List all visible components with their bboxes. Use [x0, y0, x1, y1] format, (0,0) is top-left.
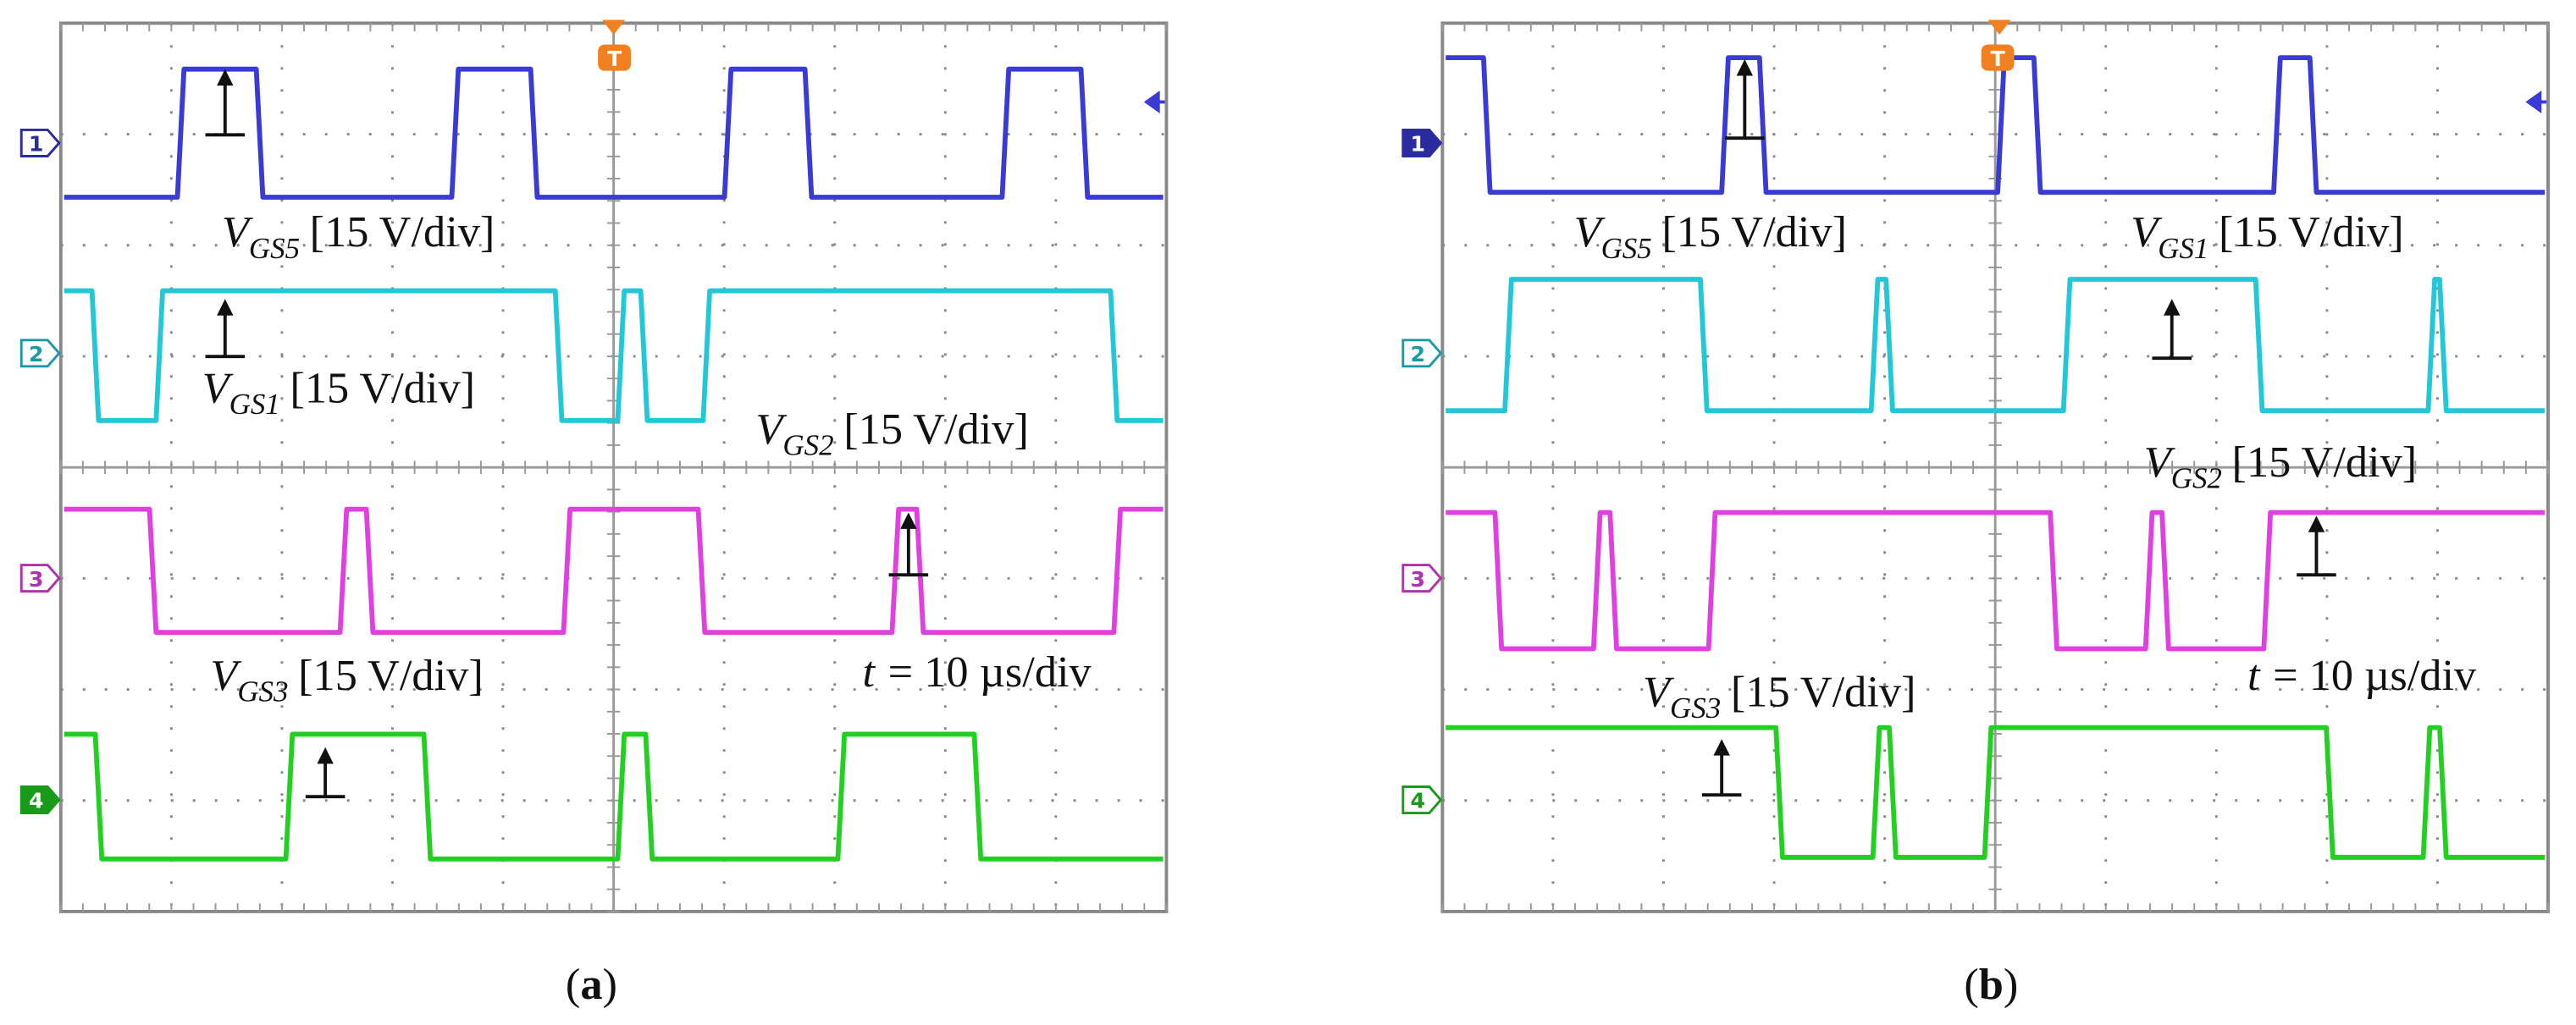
time-scale: t = 10 µs/div	[2247, 651, 2477, 700]
channel-marker	[19, 129, 61, 157]
channel-label: 3	[29, 567, 44, 592]
signal-label: VGS1 [15 V/div]	[202, 364, 475, 422]
arrow-head	[1713, 739, 1730, 756]
waveform	[1446, 725, 2546, 860]
channel-marker	[19, 339, 61, 368]
signal-subscript: GS5	[249, 232, 300, 265]
signal-symbol: V	[202, 364, 235, 413]
trigger-marker	[1981, 44, 2015, 71]
trigger-marker	[598, 44, 631, 71]
signal-label: VGS3 [15 V/div]	[1643, 667, 1915, 725]
signal-symbol: V	[2144, 438, 2176, 487]
panel-caption: (b)	[1964, 960, 2018, 1009]
caption-close: )	[2004, 960, 2018, 1009]
trigger-position	[1987, 19, 2011, 35]
channel-label: 1	[1410, 132, 1425, 157]
time-scale: t = 10 µs/div	[863, 648, 1092, 697]
signal-symbol: V	[210, 651, 242, 700]
signal-scale: [15 V/div]	[2232, 438, 2418, 487]
signal-label: VGS1 [15 V/div]	[2131, 207, 2403, 265]
signal-subscript: GS5	[1601, 232, 1652, 265]
waveform	[64, 66, 1164, 200]
waveform	[1446, 277, 2546, 414]
signal-scale: [15 V/div]	[1661, 207, 1847, 256]
arrow-head	[1736, 59, 1754, 76]
signal-label: VGS2 [15 V/div]	[755, 405, 1028, 462]
channel-label: 2	[29, 342, 44, 366]
time-text: = 10 µs/div	[888, 648, 1092, 697]
channel-label: 4	[29, 789, 44, 813]
signal-label: VGS3 [15 V/div]	[210, 651, 483, 708]
waveform	[1446, 55, 2546, 196]
channel-marker	[19, 785, 61, 814]
channel-marker	[1401, 785, 1443, 814]
arrow-head	[217, 69, 234, 86]
trigger-position	[602, 19, 626, 35]
channel-label: 1	[29, 132, 44, 157]
signal-subscript: GS2	[2171, 461, 2222, 494]
signal-scale: [15 V/div]	[2219, 207, 2404, 256]
channel-marker	[1401, 129, 1443, 157]
signal-symbol: V	[755, 405, 788, 454]
panel-caption: (a)	[566, 960, 617, 1009]
time-text: = 10 µs/div	[2273, 651, 2477, 700]
arrow-head	[317, 747, 334, 764]
level-marker	[2525, 91, 2547, 113]
signal-scale: [15 V/div]	[1731, 667, 1916, 716]
signal-label: VGS2 [15 V/div]	[2144, 438, 2417, 495]
signal-scale: [15 V/div]	[843, 405, 1029, 454]
time-symbol: t	[2247, 651, 2261, 700]
signal-symbol: V	[222, 207, 254, 256]
signal-scale: [15 V/div]	[290, 364, 475, 413]
waveform	[64, 506, 1164, 636]
signal-subscript: GS2	[782, 429, 833, 462]
waveform	[1446, 510, 2546, 652]
trigger-label: T	[607, 47, 622, 71]
trigger-label: T	[1991, 47, 2006, 71]
signal-symbol: V	[2131, 207, 2163, 256]
signal-symbol: V	[1643, 667, 1675, 716]
channel-label: 3	[1410, 567, 1425, 592]
signal-subscript: GS1	[229, 388, 280, 421]
channel-label: 2	[1410, 342, 1425, 366]
signal-scale: [15 V/div]	[310, 207, 495, 256]
channel-marker	[1401, 339, 1443, 368]
channel-label: 4	[1410, 789, 1425, 813]
caption-open: (	[1964, 960, 1978, 1009]
signal-subscript: GS1	[2158, 232, 2208, 265]
arrow-head	[2164, 299, 2181, 316]
signal-scale: [15 V/div]	[298, 651, 484, 700]
waveform	[64, 288, 1164, 423]
time-symbol: t	[863, 648, 876, 697]
arrow-head	[900, 512, 917, 529]
caption-letter: a	[580, 960, 602, 1009]
level-marker	[1143, 91, 1165, 113]
waveform	[64, 731, 1164, 862]
channel-marker	[1401, 564, 1443, 593]
caption-letter: b	[1979, 960, 2004, 1009]
channel-marker	[19, 564, 61, 593]
arrow-head	[217, 299, 234, 316]
caption-open: (	[566, 960, 580, 1009]
signal-symbol: V	[1574, 207, 1606, 256]
signal-subscript: GS3	[1670, 692, 1721, 725]
caption-close: )	[603, 960, 617, 1009]
arrow-head	[2308, 515, 2325, 532]
signal-label: VGS5 [15 V/div]	[222, 207, 495, 265]
signal-subscript: GS3	[237, 675, 288, 708]
signal-label: VGS5 [15 V/div]	[1574, 207, 1847, 265]
